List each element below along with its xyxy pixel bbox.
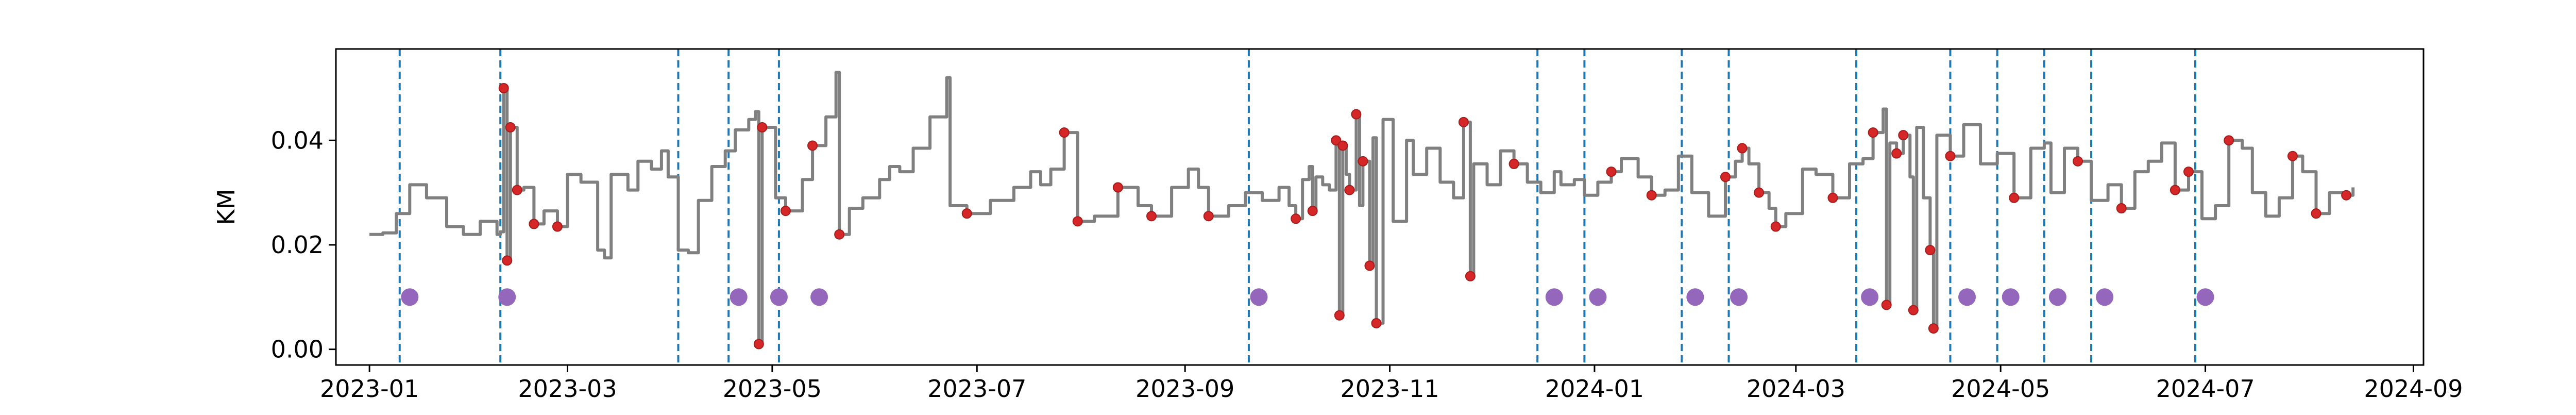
x-tick-label-8: 2024-05 [1951,375,2050,403]
x-axis-ticks: 2023-01 2023-03 2023-05 2023-07 2023-09 2023-… [320,365,2463,403]
red-marker-12 [1059,127,1070,138]
x-tick-label-7: 2024-03 [1747,375,1845,403]
red-marker-13 [1072,216,1083,227]
red-marker-8 [780,206,791,217]
x-tick-label-6: 2024-01 [1545,375,1644,403]
y-axis-label: KM [212,189,240,225]
red-marker-15 [1146,211,1157,222]
red-marker-39 [1891,148,1902,159]
x-tick-label-9: 2024-07 [2156,375,2255,403]
red-marker-7 [757,122,768,132]
red-marker-48 [2170,185,2180,195]
red-marker-31 [1646,190,1657,201]
event-dots-group [401,288,2214,306]
red-marker-5 [552,221,563,232]
red-marker-20 [1334,310,1345,321]
event-dot-5 [1250,288,1268,306]
red-marker-33 [1737,143,1748,154]
red-marker-10 [834,229,845,240]
red-marker-3 [512,185,522,195]
red-marker-16 [1203,211,1214,222]
x-tick-label-2: 2023-05 [723,375,822,403]
red-marker-38 [1881,300,1892,310]
event-dot-8 [1686,288,1704,306]
red-marker-24 [1358,156,1368,167]
event-dot-3 [770,288,788,306]
x-tick-label-0: 2023-01 [320,375,419,403]
event-dot-14 [2096,288,2114,306]
red-marker-41 [1908,305,1919,316]
event-dot-1 [498,288,516,306]
y-tick-label-2: 0.04 [271,126,324,154]
red-marker-9 [807,140,818,151]
red-marker-49 [2183,167,2194,177]
red-marker-2 [505,122,516,132]
red-marker-21 [1337,140,1348,151]
red-marker-18 [1307,206,1318,217]
red-marker-0 [498,82,509,93]
red-marker-53 [2341,190,2352,201]
red-marker-40 [1898,130,1909,141]
y-axis-ticks: 0.00 0.02 0.04 [271,126,336,363]
red-marker-43 [1928,323,1939,334]
red-marker-1 [502,255,513,266]
red-marker-22 [1344,185,1355,195]
red-marker-27 [1458,117,1469,127]
red-marker-51 [2287,151,2298,161]
red-markers-group [498,82,2352,350]
red-marker-4 [529,219,539,229]
red-marker-42 [1925,245,1936,256]
red-marker-45 [2009,192,2020,203]
x-tick-label-10: 2024-09 [2364,375,2463,403]
red-marker-25 [1364,260,1375,271]
event-dot-13 [2048,288,2066,306]
red-marker-11 [961,208,972,219]
red-marker-17 [1291,213,1301,224]
red-marker-50 [2224,135,2234,146]
event-dot-11 [1958,288,1976,306]
red-marker-30 [1606,167,1617,177]
event-dot-7 [1589,288,1607,306]
x-tick-label-4: 2023-09 [1136,375,1234,403]
red-marker-19 [1331,135,1342,146]
x-tick-label-5: 2023-11 [1340,375,1439,403]
x-tick-label-1: 2023-03 [518,375,617,403]
red-marker-6 [753,339,764,350]
y-tick-label-1: 0.02 [271,231,324,259]
red-marker-52 [2311,208,2321,219]
red-marker-47 [2116,203,2127,214]
event-dot-10 [1861,288,1879,306]
red-marker-26 [1371,318,1382,328]
event-dot-12 [2002,288,2020,306]
red-marker-37 [1868,127,1878,138]
event-dot-4 [810,288,828,306]
series-line-group [369,71,2355,346]
event-dot-9 [1730,288,1748,306]
red-marker-23 [1351,109,1362,120]
event-lines-group [398,49,2197,365]
event-dot-2 [730,288,748,306]
event-dot-6 [1545,288,1563,306]
red-marker-35 [1770,221,1781,232]
red-marker-29 [1509,158,1519,169]
red-marker-34 [1754,187,1765,198]
series-line [369,71,2355,346]
y-tick-label-0: 0.00 [271,336,324,363]
red-marker-28 [1465,271,1476,281]
red-marker-14 [1112,182,1123,193]
red-marker-32 [1720,172,1731,182]
x-tick-label-3: 2023-07 [927,375,1026,403]
event-dot-0 [401,288,419,306]
red-marker-46 [2073,156,2083,167]
red-marker-44 [1945,151,1956,161]
plot-area-frame [335,48,2425,366]
red-marker-36 [1827,192,1838,203]
event-dot-15 [2196,288,2214,306]
